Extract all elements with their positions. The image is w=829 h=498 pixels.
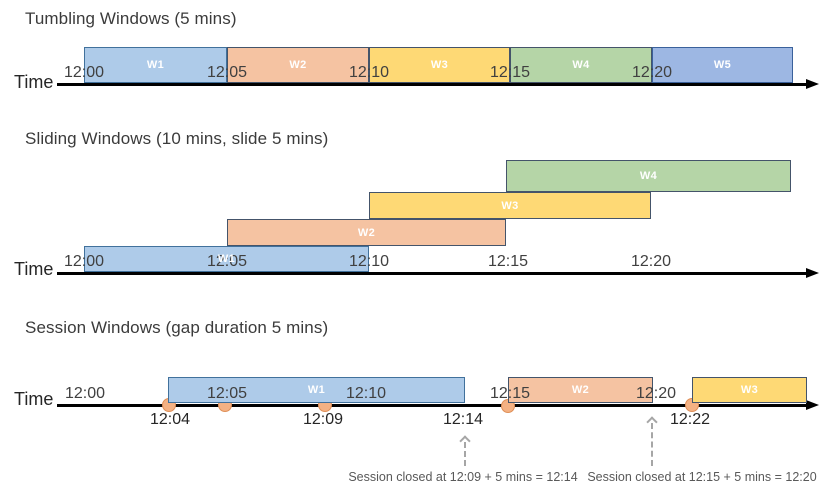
window-label-w1: W1 bbox=[146, 59, 165, 71]
window-bar-w2 bbox=[227, 47, 369, 83]
tick-label: 12:05 bbox=[206, 253, 248, 270]
window-label-w3: W3 bbox=[430, 59, 449, 71]
window-bar-w3 bbox=[369, 47, 510, 83]
time-axis-line bbox=[57, 272, 806, 275]
section-title-session: Session Windows (gap duration 5 mins) bbox=[25, 318, 329, 337]
session-closed-annotation: Session closed at 12:09 + 5 mins = 12:14 bbox=[348, 470, 578, 484]
session-closed-annotation: Session closed at 12:15 + 5 mins = 12:20 bbox=[587, 470, 817, 484]
time-axis-arrowhead-icon bbox=[806, 399, 819, 410]
tick-label: 12:20 bbox=[635, 385, 677, 402]
time-axis-line bbox=[57, 83, 806, 86]
window-label-w4: W4 bbox=[639, 170, 658, 182]
time-axis-arrowhead-icon bbox=[806, 267, 819, 278]
tick-label: 12:10 bbox=[345, 385, 387, 402]
window-bar-w2 bbox=[508, 377, 653, 403]
time-axis-label: Time bbox=[14, 259, 54, 279]
window-bar-w4 bbox=[510, 47, 652, 83]
window-label-w2: W2 bbox=[289, 59, 307, 71]
tick-label: 12:00 bbox=[64, 385, 106, 402]
tick-label: 12:20 bbox=[630, 253, 672, 270]
window-bar-w1 bbox=[84, 246, 369, 272]
event-time-label: 12:22 bbox=[669, 411, 711, 428]
window-label-w3: W3 bbox=[740, 384, 759, 396]
time-axis-label: Time bbox=[14, 389, 54, 409]
tick-label: 12:05 bbox=[206, 64, 248, 81]
annotation-arrow-line bbox=[651, 423, 653, 466]
event-time-label: 12:04 bbox=[149, 411, 191, 428]
tick-label: 12:15 bbox=[489, 385, 531, 402]
window-bar-w1 bbox=[168, 377, 465, 403]
tick-label: 12:20 bbox=[631, 64, 673, 81]
window-label-w2: W2 bbox=[571, 384, 590, 396]
time-axis-arrowhead-icon bbox=[806, 78, 819, 89]
event-time-label: 12:09 bbox=[302, 411, 344, 428]
tick-label: 12:15 bbox=[487, 253, 529, 270]
tick-label: 12:10 bbox=[348, 64, 390, 81]
window-label-w5: W5 bbox=[713, 59, 732, 71]
window-bar-w3 bbox=[692, 377, 807, 403]
window-bar-w3 bbox=[369, 192, 651, 219]
window-label-w1: W1 bbox=[307, 384, 326, 396]
window-label-w2: W2 bbox=[357, 226, 376, 239]
window-bar-w4 bbox=[506, 160, 791, 192]
tick-label: 12:10 bbox=[348, 253, 390, 270]
tick-label: 12:00 bbox=[63, 64, 105, 81]
window-bar-w5 bbox=[652, 47, 793, 83]
tick-label: 12:05 bbox=[206, 385, 248, 402]
window-bar-w2 bbox=[227, 219, 506, 246]
tick-label: 12:00 bbox=[63, 253, 105, 270]
time-axis-line bbox=[57, 404, 806, 407]
time-axis-label: Time bbox=[14, 72, 54, 92]
window-label-w3: W3 bbox=[501, 199, 519, 212]
annotation-arrow-line bbox=[464, 442, 466, 466]
event-time-label: 12:14 bbox=[442, 411, 484, 428]
window-label-w4: W4 bbox=[572, 59, 590, 71]
section-title-tumbling: Tumbling Windows (5 mins) bbox=[25, 9, 237, 28]
section-title-sliding: Sliding Windows (10 mins, slide 5 mins) bbox=[25, 129, 329, 148]
tick-label: 12:15 bbox=[489, 64, 531, 81]
window-bar-w1 bbox=[84, 47, 227, 83]
window-label-w1: W1 bbox=[217, 253, 236, 265]
